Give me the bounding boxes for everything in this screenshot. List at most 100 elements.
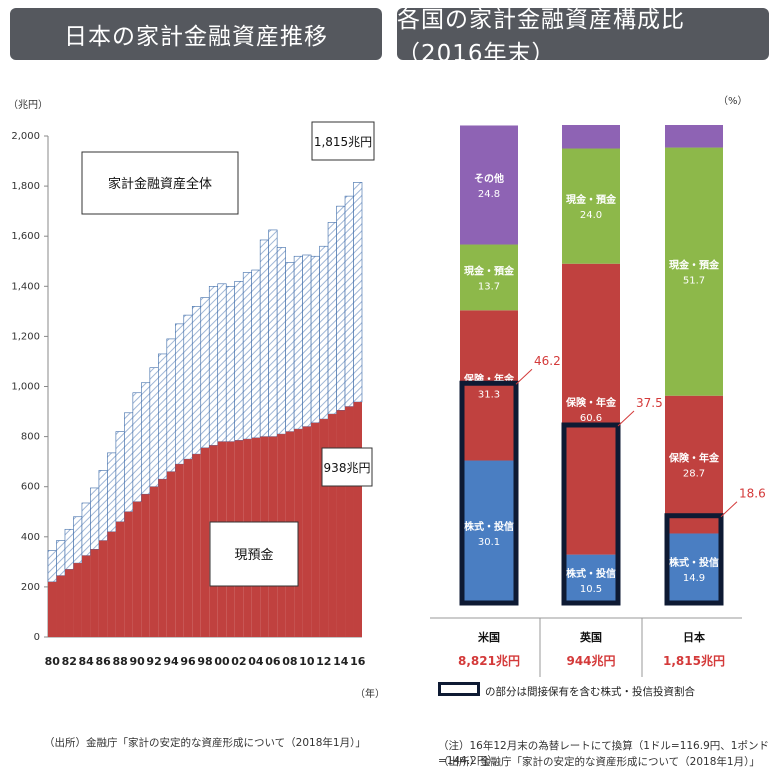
segment-label: 保険・年金 xyxy=(565,396,617,409)
cash-bar-2014 xyxy=(336,410,346,637)
cash-bar-1990 xyxy=(132,501,142,637)
category-total: 8,821兆円 xyxy=(458,653,520,668)
cash-end-value: 938兆円 xyxy=(324,461,371,475)
cash-bar-2013 xyxy=(328,414,337,637)
indirect-equity-value: 37.5 xyxy=(636,396,663,410)
x-tick-label: 12 xyxy=(316,655,331,668)
legend-label: の部分は間接保有を含む株式・投信投資割合 xyxy=(485,686,695,698)
segment-label: 株式・投信 xyxy=(464,520,514,533)
right-footnote: （注）16年12月末の為替レートにて換算（1ドル=116.9円、1ポンド=144… xyxy=(438,740,769,767)
indirect-equity-box-3 xyxy=(664,513,724,606)
total-bar-1997 xyxy=(191,306,202,455)
x-tick-label: 10 xyxy=(299,655,315,668)
x-tick-label: 84 xyxy=(79,655,95,668)
indirect-equity-value: 18.6 xyxy=(739,487,766,501)
cash-bar-1983 xyxy=(73,563,82,637)
total-bar-1996 xyxy=(183,314,193,460)
total-bar-1999 xyxy=(208,286,219,446)
legend-swatch xyxy=(438,682,480,696)
x-tick-label: 80 xyxy=(45,655,61,668)
cash-bar-1984 xyxy=(81,555,91,637)
cash-bar-1988 xyxy=(115,521,125,637)
total-bar-2000 xyxy=(217,283,227,442)
cash-bar-2016 xyxy=(353,402,362,637)
segment-red-3 xyxy=(665,395,723,534)
cash-bar-1981 xyxy=(56,575,65,637)
cash-bar-1985 xyxy=(90,549,99,637)
total-bar-1993 xyxy=(158,353,168,480)
total-bar-1982 xyxy=(64,528,74,570)
y-axis-unit: （%） xyxy=(718,95,748,107)
total-bar-2009 xyxy=(293,255,303,430)
cash-bar-1980 xyxy=(48,581,57,637)
total-label-box xyxy=(81,151,239,215)
y-tick-label: 1,400 xyxy=(11,281,40,292)
total-bar-1992 xyxy=(149,367,159,487)
total-bar-2001 xyxy=(225,286,236,442)
cash-end-box xyxy=(321,447,373,487)
segment-purple-1 xyxy=(460,125,518,245)
total-bar-1989 xyxy=(124,412,134,513)
total-bar-1991 xyxy=(141,382,151,495)
indirect-equity-box-2 xyxy=(561,422,621,606)
total-bar-1985 xyxy=(90,487,100,550)
total-bar-2008 xyxy=(285,262,295,432)
total-bar-1994 xyxy=(166,338,176,472)
left-source-note: （出所）金融庁「家計の安定的な資産形成について（2018年1月）」 xyxy=(44,737,366,749)
segment-purple-3 xyxy=(665,125,723,148)
total-bar-2014 xyxy=(336,205,346,411)
x-tick-label: 08 xyxy=(282,655,297,668)
cash-bar-1996 xyxy=(183,459,193,637)
total-bar-2013 xyxy=(327,222,337,415)
y-tick-label: 1,800 xyxy=(11,181,40,192)
segment-value: 31.3 xyxy=(478,389,500,400)
category-total: 1,815兆円 xyxy=(663,653,725,668)
segment-green-1 xyxy=(460,244,518,311)
total-bar-2015 xyxy=(344,195,354,407)
segment-value: 60.6 xyxy=(580,413,602,424)
japan-assets-area-chart: （兆円）02004006008001,0001,2001,4001,6001,8… xyxy=(8,99,385,700)
x-tick-label: 86 xyxy=(96,655,112,668)
y-tick-label: 1,600 xyxy=(11,231,40,242)
segment-label: その他 xyxy=(474,172,504,185)
y-axis-unit: （兆円） xyxy=(8,99,48,111)
total-bar-1981 xyxy=(56,540,66,576)
cash-label-box xyxy=(209,521,299,587)
cash-bar-2011 xyxy=(311,422,320,637)
cash-bar-1995 xyxy=(175,464,184,637)
cash-bar-1982 xyxy=(64,569,74,637)
segment-blue-1 xyxy=(460,460,518,605)
y-tick-label: 200 xyxy=(21,582,40,593)
x-axis-unit: （年） xyxy=(355,687,385,700)
y-tick-label: 800 xyxy=(21,432,40,443)
x-tick-label: 14 xyxy=(333,655,349,668)
left-chart-banner: 日本の家計金融資産推移 xyxy=(10,8,382,60)
cash-bar-1997 xyxy=(192,454,201,637)
cash-bar-1986 xyxy=(98,540,108,637)
x-tick-label: 96 xyxy=(180,655,196,668)
segment-green-3 xyxy=(665,147,723,396)
total-bar-1987 xyxy=(107,452,117,533)
total-bar-2016 xyxy=(353,182,363,403)
y-tick-label: 2,000 xyxy=(11,131,40,142)
total-bar-2012 xyxy=(319,245,329,420)
cash-bar-1987 xyxy=(107,531,116,637)
segment-label: 現金・預金 xyxy=(464,264,515,277)
segment-blue-3 xyxy=(665,533,723,605)
right-source-note: （出所）金融庁「家計の安定的な資産形成について（2018年1月）」 xyxy=(438,756,760,768)
segment-label: 現金・預金 xyxy=(566,193,617,206)
y-tick-label: 0 xyxy=(34,632,40,643)
x-tick-label: 02 xyxy=(231,655,246,668)
total-bar-2010 xyxy=(302,254,312,427)
segment-label: 株式・投信 xyxy=(566,567,616,580)
total-bar-1995 xyxy=(175,323,185,465)
x-tick-label: 88 xyxy=(112,655,127,668)
y-tick-label: 1,200 xyxy=(11,331,40,342)
y-tick-label: 600 xyxy=(21,482,40,493)
total-bar-2002 xyxy=(234,280,244,441)
segment-value: 10.5 xyxy=(580,584,602,595)
total-end-box xyxy=(311,121,375,161)
segment-purple-2 xyxy=(562,125,620,149)
total-bar-2007 xyxy=(276,247,286,435)
cash-bar-1998 xyxy=(200,447,210,637)
